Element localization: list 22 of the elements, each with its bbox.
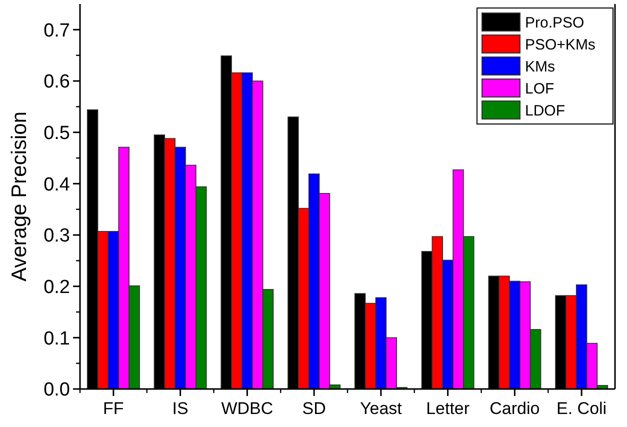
x-tick-label: Yeast xyxy=(360,399,402,418)
y-tick-label: 0.6 xyxy=(44,72,70,93)
y-tick-label: 0.3 xyxy=(44,226,70,247)
legend-label: PSO+KMs xyxy=(525,36,596,54)
legend-label: KMs xyxy=(525,58,555,76)
x-tick-label: WDBC xyxy=(221,399,274,418)
x-tick-label: Letter xyxy=(426,399,470,418)
legend-label: LOF xyxy=(525,80,554,98)
x-tick-label: Cardio xyxy=(490,399,540,418)
x-tick-label: SD xyxy=(302,399,326,418)
x-tick-label: E. Coli xyxy=(556,399,607,418)
y-tick-label: 0.7 xyxy=(44,20,70,42)
y-tick-label: 0.0 xyxy=(44,380,70,401)
legend-label: LDOF xyxy=(525,102,566,120)
legend-label: Pro.PSO xyxy=(525,14,584,32)
y-tick-label: 0.5 xyxy=(44,122,70,144)
y-axis-title: Average Precision xyxy=(8,111,31,282)
y-tick-label: 0.4 xyxy=(44,174,70,196)
y-tick-label: 0.2 xyxy=(44,276,70,298)
x-tick-label: FF xyxy=(103,399,124,418)
y-tick-label: 0.1 xyxy=(44,328,70,350)
x-tick-label: IS xyxy=(172,399,188,418)
